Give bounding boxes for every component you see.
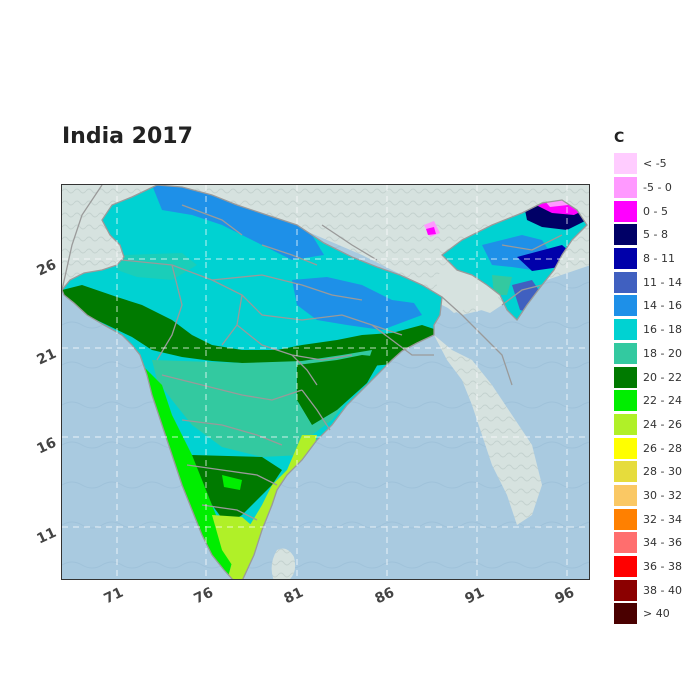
lon-label-76: 76 xyxy=(191,584,216,608)
legend-swatch xyxy=(614,532,637,554)
legend-label: 14 - 16 xyxy=(643,299,682,313)
legend-swatch xyxy=(614,413,637,435)
legend-item: 36 - 38 xyxy=(614,555,682,579)
legend-item: 5 - 8 xyxy=(614,223,682,247)
title-line-1: India 2017 xyxy=(62,124,193,149)
legend-swatch xyxy=(614,342,637,364)
legend-item: 34 - 36 xyxy=(614,531,682,555)
legend-label: 28 - 30 xyxy=(643,465,682,479)
legend-label: 34 - 36 xyxy=(643,536,682,550)
legend-label: < -5 xyxy=(643,157,667,171)
lat-label-11: 11 xyxy=(34,524,59,548)
legend-swatch xyxy=(614,177,637,199)
legend-label: 5 - 8 xyxy=(643,228,668,242)
legend-item: 30 - 32 xyxy=(614,484,682,508)
legend-unit: C xyxy=(614,130,625,146)
legend-item: 32 - 34 xyxy=(614,507,682,531)
legend-label: 11 - 14 xyxy=(643,275,682,289)
legend-item: < -5 xyxy=(614,152,682,176)
legend-item: 22 - 24 xyxy=(614,389,682,413)
legend-label: -5 - 0 xyxy=(643,181,672,195)
lat-label-21: 21 xyxy=(34,345,59,369)
legend-item: 24 - 26 xyxy=(614,413,682,437)
legend-item: 38 - 40 xyxy=(614,578,682,602)
legend-item: 20 - 22 xyxy=(614,365,682,389)
legend-swatch xyxy=(614,579,637,601)
legend-label: 32 - 34 xyxy=(643,512,682,526)
legend-label: 18 - 20 xyxy=(643,346,682,360)
legend-swatch xyxy=(614,248,637,270)
map-panel xyxy=(61,184,590,580)
legend-item: 18 - 20 xyxy=(614,342,682,366)
legend-label: 38 - 40 xyxy=(643,583,682,597)
legend-item: 0 - 5 xyxy=(614,199,682,223)
legend-label: 36 - 38 xyxy=(643,560,682,574)
legend-item: 8 - 11 xyxy=(614,247,682,271)
sri-lanka xyxy=(271,548,296,579)
legend-swatch xyxy=(614,224,637,246)
legend-label: 26 - 28 xyxy=(643,441,682,455)
lon-label-81: 81 xyxy=(281,584,306,608)
land-east xyxy=(434,335,542,525)
legend-swatch xyxy=(614,556,637,578)
lon-label-71: 71 xyxy=(101,584,126,608)
land-west xyxy=(62,185,157,290)
state-boundaries xyxy=(62,185,588,579)
sikkim-core-field xyxy=(426,227,436,235)
legend-swatch xyxy=(614,508,637,530)
map-canvas xyxy=(62,185,589,579)
bangladesh xyxy=(434,270,502,313)
legend-swatch xyxy=(614,484,637,506)
legend-label: 16 - 18 xyxy=(643,323,682,337)
legend-swatch xyxy=(614,390,637,412)
legend-swatch xyxy=(614,271,637,293)
legend-item: 16 - 18 xyxy=(614,318,682,342)
legend-swatch xyxy=(614,603,637,625)
lon-label-86: 86 xyxy=(372,584,397,608)
lat-label-16: 16 xyxy=(34,434,59,458)
legend-swatch xyxy=(614,200,637,222)
lon-label-96: 96 xyxy=(552,584,577,608)
lat-label-26: 26 xyxy=(34,256,59,280)
legend-swatch xyxy=(614,319,637,341)
legend-item: > 40 xyxy=(614,602,682,626)
legend-item: 11 - 14 xyxy=(614,270,682,294)
legend-swatch xyxy=(614,153,637,175)
legend-label: 30 - 32 xyxy=(643,488,682,502)
legend-label: 8 - 11 xyxy=(643,252,675,266)
legend-swatch xyxy=(614,295,637,317)
legend-item: 26 - 28 xyxy=(614,436,682,460)
legend-item: -5 - 0 xyxy=(614,176,682,200)
legend-item: 28 - 30 xyxy=(614,460,682,484)
legend-label: > 40 xyxy=(643,607,670,621)
legend-swatch xyxy=(614,366,637,388)
legend-label: 22 - 24 xyxy=(643,394,682,408)
lon-label-91: 91 xyxy=(462,584,487,608)
legend-label: 0 - 5 xyxy=(643,204,668,218)
legend-item: 14 - 16 xyxy=(614,294,682,318)
legend-label: 24 - 26 xyxy=(643,417,682,431)
legend-swatch xyxy=(614,437,637,459)
legend-swatch xyxy=(614,461,637,483)
color-legend: < -5 -5 - 0 0 - 5 5 - 8 8 - 11 11 - 14 14 - 16… xyxy=(614,152,682,626)
graticule xyxy=(62,185,589,579)
legend-label: 20 - 22 xyxy=(643,370,682,384)
